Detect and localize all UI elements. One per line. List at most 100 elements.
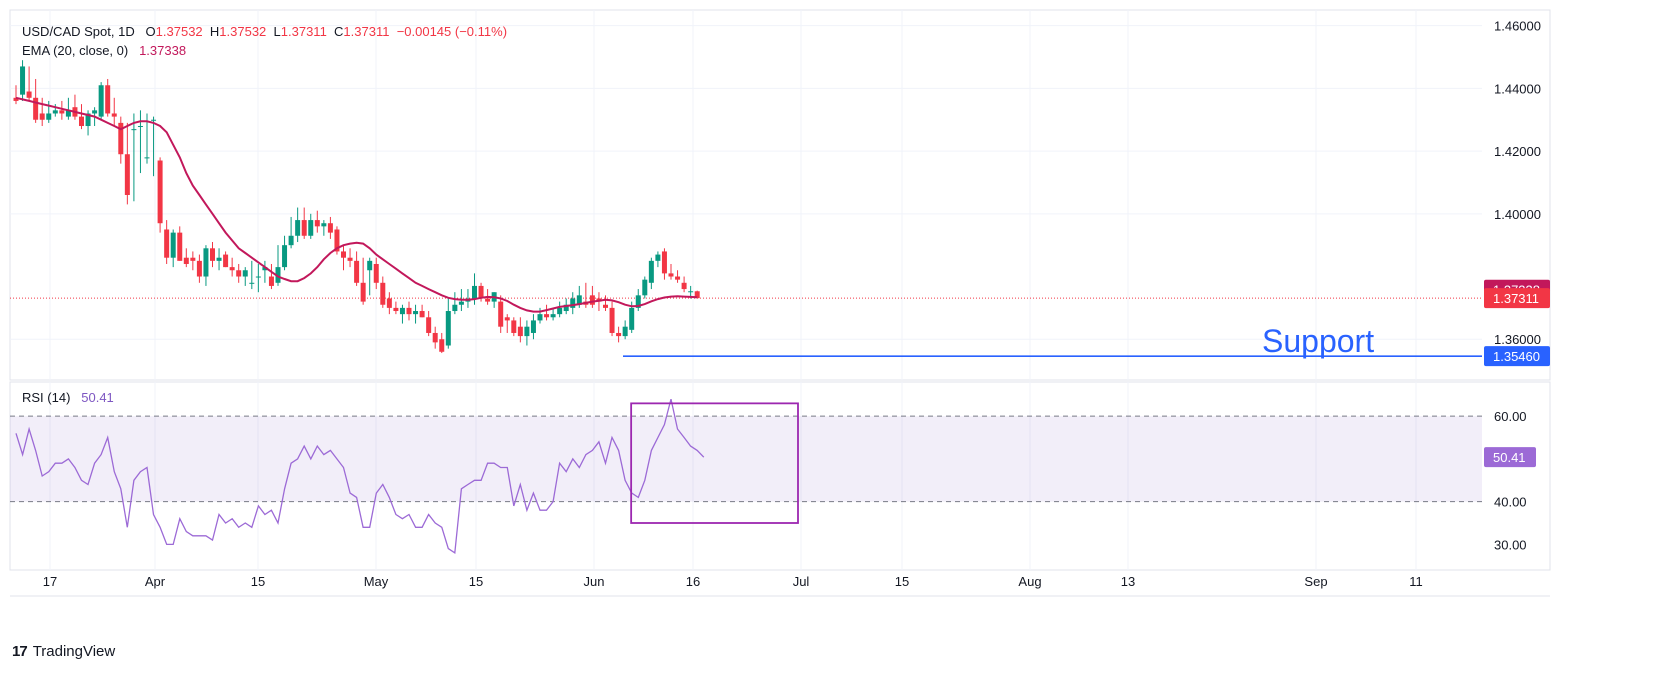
price-tick-label: 1.36000 xyxy=(1494,332,1541,347)
close-label: C xyxy=(334,24,344,39)
open-value: 1.37532 xyxy=(155,24,203,39)
candle-body xyxy=(131,129,137,131)
candle-body xyxy=(46,113,52,120)
candle-body xyxy=(354,260,360,283)
candle-body xyxy=(393,307,399,312)
x-tick-label: 15 xyxy=(251,574,265,589)
support-price-tag: 1.35460 xyxy=(1493,349,1540,364)
candle-body xyxy=(268,276,274,286)
candle-body xyxy=(151,119,157,121)
candle-body xyxy=(655,254,661,261)
candle-body xyxy=(223,254,229,268)
candle-body xyxy=(406,307,412,315)
candle-body xyxy=(98,85,104,117)
candle-body xyxy=(203,248,209,277)
candle-body xyxy=(196,260,202,277)
low-label: L xyxy=(273,24,281,39)
candle-body xyxy=(321,223,327,227)
candle-body xyxy=(137,126,143,128)
candle-body xyxy=(517,326,523,337)
x-tick-label: 13 xyxy=(1121,574,1135,589)
candle-body xyxy=(262,267,268,271)
candle-body xyxy=(367,260,373,271)
candle-body xyxy=(557,307,563,315)
candle-body xyxy=(439,339,445,352)
candle-body xyxy=(642,279,648,296)
price-tick-label: 1.42000 xyxy=(1494,144,1541,159)
candle-body xyxy=(347,257,353,261)
candle-body xyxy=(616,332,622,337)
rsi-line xyxy=(15,398,705,555)
x-tick-label: Aug xyxy=(1018,574,1041,589)
candle-body xyxy=(216,257,222,261)
open-label: O xyxy=(145,24,156,39)
support-price-tag-bg xyxy=(1484,346,1550,367)
high-value: 1.37532 xyxy=(219,24,267,39)
rsi-value: 50.41 xyxy=(81,390,114,405)
ema-label: EMA (20, close, 0) xyxy=(22,43,129,58)
candle-body xyxy=(20,66,26,95)
x-tick-label: 15 xyxy=(469,574,483,589)
last-price-tag: 1.37311 xyxy=(1493,291,1539,306)
candle-body xyxy=(33,97,39,120)
candle-body xyxy=(511,320,517,333)
candle-body xyxy=(452,304,458,312)
close-value: 1.37311 xyxy=(343,24,390,39)
candle-body xyxy=(124,154,130,195)
candle-body xyxy=(282,245,288,268)
candle-body xyxy=(177,232,183,261)
tradingview-logo-icon: 17 xyxy=(12,643,28,660)
candle-body xyxy=(255,276,261,278)
candle-body xyxy=(301,220,307,236)
candle-body xyxy=(105,85,111,114)
candle-body xyxy=(426,317,432,333)
candle-body xyxy=(550,314,556,318)
candle-body xyxy=(39,113,45,120)
candle-body xyxy=(144,157,150,159)
candle-body xyxy=(210,248,215,261)
candle-body xyxy=(164,229,170,258)
candle-body xyxy=(485,298,491,302)
x-tick-label: Jun xyxy=(584,574,605,589)
candle-body xyxy=(458,301,464,305)
low-value: 1.37311 xyxy=(280,24,327,39)
rsi-legend: RSI (14) 50.41 xyxy=(22,390,114,405)
high-label: H xyxy=(209,24,220,39)
change-value: −0.00145 (−0.11%) xyxy=(396,24,508,39)
rsi-pane-frame xyxy=(9,381,1551,571)
price-legend: USD/CAD Spot, 1D O1.37532 H1.37532 L1.37… xyxy=(22,24,507,39)
candle-body xyxy=(92,110,98,114)
candle-body xyxy=(118,122,124,155)
candle-body xyxy=(675,276,681,280)
candle-body xyxy=(445,311,451,346)
candle-body xyxy=(157,160,163,224)
candle-body xyxy=(85,113,91,127)
candle-body xyxy=(694,291,700,299)
candle-body xyxy=(576,295,582,305)
candle-body xyxy=(334,229,340,252)
candle-body xyxy=(498,301,504,327)
candle-body xyxy=(275,267,281,283)
rsi-tick-label: 30.00 xyxy=(1494,537,1527,552)
candle-body xyxy=(288,235,294,246)
candle-body xyxy=(688,291,694,293)
symbol-label: USD/CAD Spot, 1D xyxy=(22,24,135,39)
candle-body xyxy=(635,295,641,308)
ema-legend: EMA (20, close, 0) 1.37338 xyxy=(22,43,186,58)
candle-body xyxy=(183,257,189,264)
candle-body xyxy=(609,307,615,333)
x-tick-label: 15 xyxy=(895,574,909,589)
candle-body xyxy=(544,314,550,318)
candle-body xyxy=(380,282,386,305)
rsi-band xyxy=(10,416,1482,502)
tradingview-brand[interactable]: 17 TradingView xyxy=(12,643,115,660)
x-tick-label: Jul xyxy=(793,574,810,589)
candle-body xyxy=(26,91,32,98)
candle-body xyxy=(537,314,543,321)
candle-body xyxy=(563,304,569,312)
candle-body xyxy=(170,232,176,258)
ema-line xyxy=(15,96,698,313)
candle-body xyxy=(229,267,235,271)
rsi-value-tag-bg xyxy=(1484,447,1536,468)
